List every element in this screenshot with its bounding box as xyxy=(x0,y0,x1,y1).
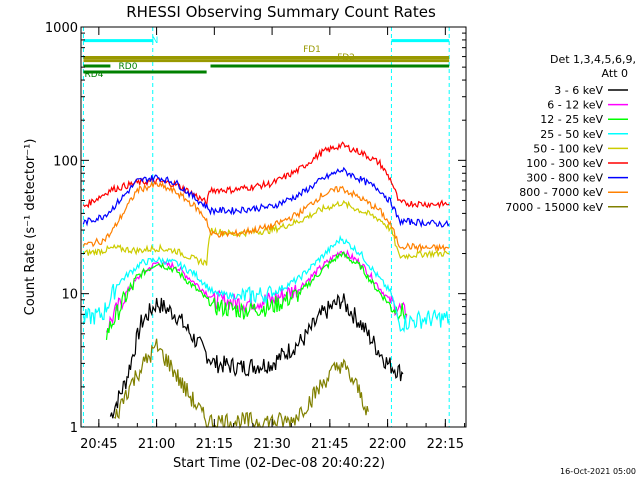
legend-label-2: 12 - 25 keV xyxy=(540,113,603,126)
x-tick-label-4: 21:45 xyxy=(311,437,348,452)
legend-header-line-2: Att 0 xyxy=(602,67,628,80)
series-line-8 xyxy=(114,338,369,430)
y-tick-label-0: 1 xyxy=(70,421,78,436)
x-tick-label-6: 22:15 xyxy=(427,437,464,452)
y-tick-label-3: 1000 xyxy=(45,21,78,36)
legend-label-5: 100 - 300 keV xyxy=(526,157,603,170)
flag-label-n: N xyxy=(152,36,159,46)
series-line-5 xyxy=(82,141,450,209)
x-axis: 20:45 21:00 21:15 21:30 21:45 22:00 22:15 xyxy=(80,27,466,452)
y-axis: 1 10 100 1000 xyxy=(45,21,466,436)
legend-label-6: 300 - 800 keV xyxy=(526,172,603,185)
x-tick-label-2: 21:15 xyxy=(196,437,233,452)
y-tick-label-1: 10 xyxy=(61,288,78,303)
plot-frame xyxy=(80,26,467,428)
series-line-6 xyxy=(82,166,450,228)
legend-label-8: 7000 - 15000 keV xyxy=(505,201,603,214)
x-axis-label: Start Time (02-Dec-08 20:40:22) xyxy=(173,456,385,471)
flag-label-fd1: FD1 xyxy=(303,45,321,55)
legend-label-0: 3 - 6 keV xyxy=(554,84,603,97)
chart-title: RHESSI Observing Summary Count Rates xyxy=(126,3,436,21)
series-line-1 xyxy=(105,249,408,333)
y-axis-label: Count Rate (s⁻¹ detector⁻¹) xyxy=(23,139,38,316)
plot-area xyxy=(82,27,450,430)
legend: Det 1,3,4,5,6,9, Att 0 3 - 6 keV 6 - 12 k… xyxy=(505,53,636,214)
legend-label-4: 50 - 100 keV xyxy=(533,142,603,155)
x-tick-label-0: 20:45 xyxy=(80,437,117,452)
x-tick-label-5: 22:00 xyxy=(369,437,406,452)
flag-label-rd4: RD4 xyxy=(85,70,104,80)
flag-label-fd2: FD2 xyxy=(337,53,355,63)
x-tick-label-1: 21:00 xyxy=(138,437,175,452)
series-line-7 xyxy=(82,180,450,253)
series-line-3 xyxy=(82,234,450,333)
x-tick-label-3: 21:30 xyxy=(253,437,290,452)
legend-label-1: 6 - 12 keV xyxy=(547,99,603,112)
flag-label-rd0: RD0 xyxy=(119,62,138,72)
flag-bars: N FD1 FD2 RD0 RD4 xyxy=(83,36,450,80)
y-tick-label-2: 100 xyxy=(53,154,78,169)
legend-label-3: 25 - 50 keV xyxy=(540,128,603,141)
legend-header-line-1: Det 1,3,4,5,6,9, xyxy=(550,53,636,66)
footer-timestamp: 16-Oct-2021 05:00 xyxy=(560,467,636,476)
series-line-2 xyxy=(105,251,407,340)
legend-label-7: 800 - 7000 keV xyxy=(519,186,603,199)
series-line-0 xyxy=(109,293,404,419)
